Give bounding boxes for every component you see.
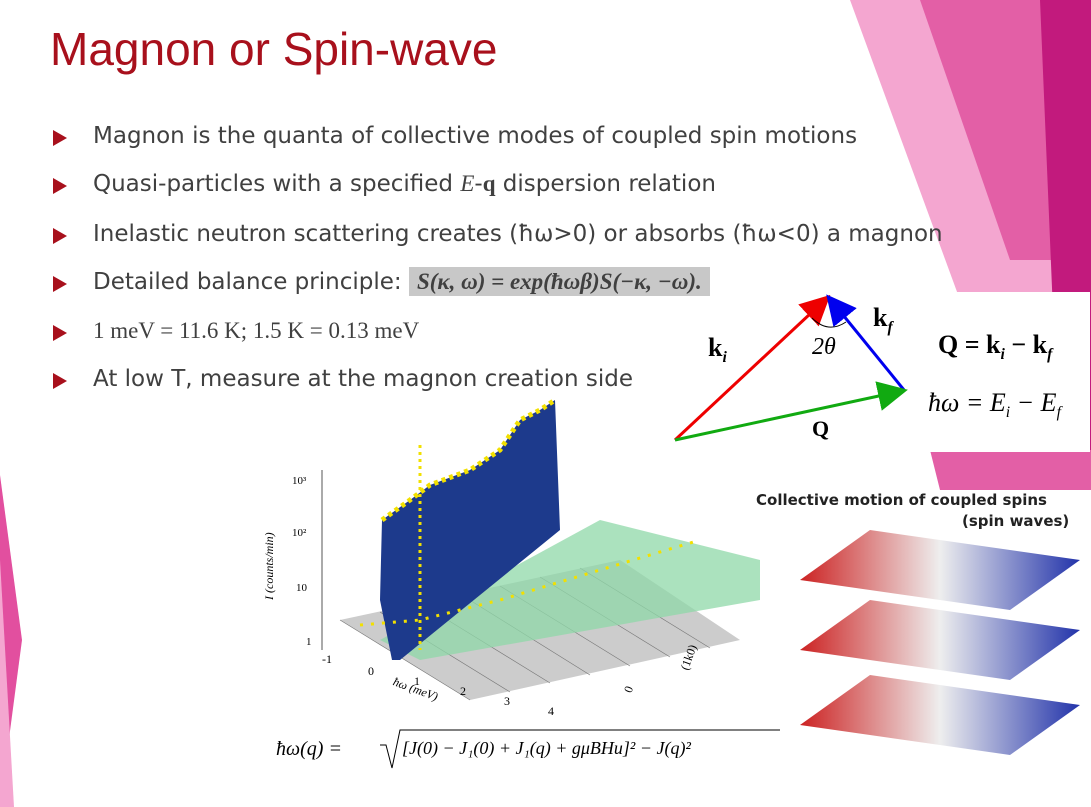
y-tick-label: 10 xyxy=(296,582,307,594)
y-tick-label: 10² xyxy=(292,527,307,539)
bullet-text: At low T, measure at the magnon creation… xyxy=(93,366,633,392)
sqrt-sign xyxy=(380,729,780,769)
y-tick-label: 10³ xyxy=(292,475,307,487)
x-tick-label: 3 xyxy=(504,694,510,708)
plot-3d xyxy=(321,397,780,769)
dispersion-lhs: ħω(q) = xyxy=(276,738,342,760)
x-tick-label: 4 xyxy=(548,704,554,718)
balance-formula: S(κ, ω) = exp(ħωβ)S(−κ, −ω). xyxy=(408,267,710,296)
eq-sub: f xyxy=(1056,404,1061,422)
bullet: Detailed balance principle: S(κ, ω) = ex… xyxy=(93,267,710,296)
q-label: Q xyxy=(812,416,830,441)
eq-sub: i xyxy=(1000,346,1005,364)
eq-text: − k xyxy=(1004,330,1048,359)
bullet-text: dispersion relation xyxy=(495,171,716,197)
bullet: 1 meV = 11.6 K; 1.5 K = 0.13 meV xyxy=(93,318,419,344)
spin-caption: Collective motion of coupled spins xyxy=(756,491,1047,509)
eq-sub: i xyxy=(1005,404,1011,422)
energy-equation: ħω = Ei − Ef xyxy=(928,388,1061,422)
bullet-text: 1 meV = 11.6 K; 1.5 K = 0.13 meV xyxy=(93,318,420,343)
x-tick-label: 1 xyxy=(414,674,420,688)
bullet-text: Magnon is the quanta of collective modes… xyxy=(93,123,858,149)
kf-arrow xyxy=(826,294,906,391)
ki-arrow xyxy=(673,294,831,442)
pink-corner xyxy=(0,560,14,807)
bullet-text: Quasi-particles with a specified xyxy=(93,171,461,197)
bullet-text: Inelastic neutron scattering creates (ħω… xyxy=(93,221,943,247)
eq-text: ħω = E xyxy=(928,388,1006,417)
bullet-text: Detailed balance principle: xyxy=(93,269,402,295)
eq-sub: f xyxy=(1047,346,1053,364)
bullet-text: - xyxy=(474,171,483,197)
eq-text: − E xyxy=(1010,388,1057,417)
y-axis-label: I (counts/min) xyxy=(262,532,276,600)
bullet-text: E xyxy=(460,171,475,196)
slide-title: Magnon or Spin-wave xyxy=(50,23,498,75)
q-arrow xyxy=(674,381,908,442)
label-sub: f xyxy=(887,319,893,337)
spin-wave-illustration xyxy=(800,530,1080,755)
label-text: k xyxy=(873,303,888,332)
y-tick-label: 1 xyxy=(306,636,312,648)
spin-caption: (spin waves) xyxy=(962,512,1070,530)
x-tick-label: 0 xyxy=(368,664,374,678)
bullet: Magnon is the quanta of collective modes… xyxy=(93,123,857,149)
x-tick-label: -1 xyxy=(322,652,332,666)
pink-band xyxy=(930,450,1091,490)
angle-label: 2θ xyxy=(812,334,836,360)
ki-label: ki xyxy=(708,333,727,367)
angle-arc xyxy=(811,317,847,328)
eq-text: Q = k xyxy=(938,330,1001,359)
label-text: k xyxy=(708,333,723,362)
bullet: Quasi-particles with a specified E-q dis… xyxy=(93,171,716,197)
bullet: Inelastic neutron scattering creates (ħω… xyxy=(93,221,943,247)
bullet-text: q xyxy=(482,171,496,196)
label-sub: i xyxy=(722,349,727,367)
x-tick-label: 2 xyxy=(460,684,466,698)
bullet-markers xyxy=(53,130,67,389)
dispersion-radicand: [J(0) − J₁(0) + J₁(q) + gμBHu]² − J(q)² xyxy=(402,738,691,758)
kf-label: kf xyxy=(873,303,893,337)
momentum-equation: Q = ki − kf xyxy=(938,330,1052,364)
bullet: At low T, measure at the magnon creation… xyxy=(93,366,633,392)
